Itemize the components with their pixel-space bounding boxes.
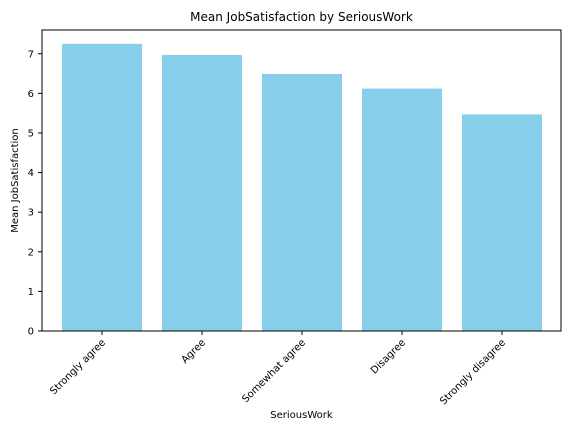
bar-series xyxy=(62,43,542,332)
y-tick-label: 3 xyxy=(28,208,34,219)
y-axis-ticks: 0 1 2 3 4 5 6 7 xyxy=(28,49,42,338)
y-tick-label: 6 xyxy=(28,89,34,100)
chart-title: Mean JobSatisfaction by SeriousWork xyxy=(190,10,413,24)
y-tick-label: 7 xyxy=(28,49,34,60)
y-axis-label: Mean JobSatisfaction xyxy=(10,128,21,233)
y-tick-label: 4 xyxy=(28,168,34,179)
bar-strongly-disagree xyxy=(462,114,542,331)
bar-somewhat-agree xyxy=(262,73,342,331)
bar-disagree xyxy=(362,88,442,332)
plot-frame xyxy=(41,29,562,332)
x-axis-label: SeriousWork xyxy=(270,410,333,421)
y-tick-label: 2 xyxy=(28,247,34,258)
bar-agree xyxy=(162,54,242,331)
y-tick-label: 0 xyxy=(28,327,34,338)
bar-strongly-agree xyxy=(62,43,142,331)
y-tick-label: 5 xyxy=(28,128,34,139)
y-tick-label: 1 xyxy=(28,287,34,298)
